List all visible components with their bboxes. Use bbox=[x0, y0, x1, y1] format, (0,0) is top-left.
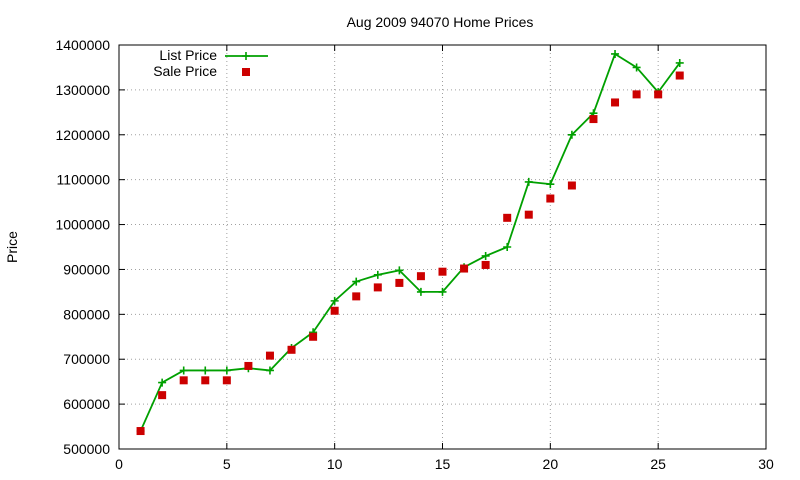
list-price-point bbox=[179, 366, 188, 375]
list-price-point bbox=[395, 266, 404, 275]
sale-price-point bbox=[352, 292, 361, 301]
sale-price-point bbox=[654, 90, 663, 99]
list-price-point bbox=[265, 366, 274, 375]
sale-price-point bbox=[675, 71, 684, 80]
sale-price-point bbox=[438, 267, 447, 276]
x-tick-label: 25 bbox=[650, 456, 666, 472]
y-tick-label: 500000 bbox=[63, 441, 110, 457]
sale-price-point bbox=[222, 376, 231, 385]
list-price-point bbox=[158, 378, 167, 387]
sale-price-point bbox=[395, 278, 404, 287]
y-tick-label: 1100000 bbox=[57, 172, 111, 188]
list-price-point bbox=[567, 130, 576, 139]
y-tick-label: 1000000 bbox=[55, 217, 110, 233]
sale-price-point bbox=[158, 391, 167, 400]
sale-price-point bbox=[632, 90, 641, 99]
y-tick-labels: 500000 600000 700000 800000 900000 1000000 110… bbox=[55, 37, 110, 457]
sale-price-point bbox=[136, 427, 145, 436]
axis-ticks bbox=[118, 44, 767, 450]
x-tick-label: 15 bbox=[435, 456, 451, 472]
sale-price-point bbox=[265, 351, 274, 360]
legend-marker-sale-price bbox=[242, 68, 250, 76]
list-price-point bbox=[373, 270, 382, 279]
sale-price-point bbox=[309, 332, 318, 341]
sale-price-point bbox=[373, 283, 382, 292]
list-price-point bbox=[503, 243, 512, 251]
sale-price-point bbox=[460, 264, 469, 273]
y-tick-label: 1300000 bbox=[55, 82, 110, 98]
sale-price-point bbox=[330, 306, 339, 315]
sale-price-point bbox=[524, 210, 533, 219]
series-layer bbox=[136, 49, 684, 436]
x-tick-label: 30 bbox=[758, 456, 774, 472]
list-price-point bbox=[201, 366, 210, 375]
y-tick-label: 600000 bbox=[63, 396, 110, 412]
sale-price-point bbox=[416, 272, 425, 281]
x-tick-label: 20 bbox=[543, 456, 559, 472]
sale-price-point bbox=[179, 376, 188, 385]
list-price-point bbox=[330, 296, 339, 305]
legend: List Price Sale Price bbox=[153, 47, 268, 79]
list-price-point bbox=[352, 277, 361, 286]
y-tick-label: 800000 bbox=[63, 306, 110, 322]
x-tick-labels: 0 5 10 15 20 25 30 bbox=[115, 456, 774, 472]
y-tick-label: 900000 bbox=[63, 261, 110, 277]
y-tick-label: 1200000 bbox=[55, 127, 110, 143]
x-tick-label: 5 bbox=[223, 456, 231, 472]
y-axis-label: Price bbox=[4, 231, 20, 263]
sale-price-point bbox=[201, 376, 210, 385]
list-price-point bbox=[481, 251, 490, 260]
x-tick-label: 0 bbox=[115, 456, 123, 472]
list-price-point bbox=[222, 366, 231, 375]
list-price-point bbox=[632, 63, 641, 72]
legend-label-list-price: List Price bbox=[159, 47, 217, 63]
list-price-point bbox=[438, 287, 447, 296]
list-price-point bbox=[416, 287, 425, 296]
sale-price-point bbox=[567, 181, 576, 190]
sale-price-point bbox=[589, 115, 598, 124]
x-tick-label: 10 bbox=[327, 456, 343, 472]
sale-price-point bbox=[611, 98, 620, 107]
sale-price-point bbox=[481, 260, 490, 269]
sale-price-point bbox=[503, 213, 512, 222]
list-price-point bbox=[675, 58, 684, 67]
y-tick-label: 700000 bbox=[63, 351, 110, 367]
chart-title: Aug 2009 94070 Home Prices bbox=[347, 14, 534, 30]
sale-price-point bbox=[287, 345, 296, 354]
list-price-point bbox=[524, 177, 533, 186]
y-tick-label: 1400000 bbox=[55, 37, 110, 53]
list-price-point bbox=[611, 49, 620, 58]
grid-lines bbox=[119, 45, 766, 449]
legend-label-sale-price: Sale Price bbox=[153, 63, 217, 79]
sale-price-point bbox=[244, 361, 253, 370]
legend-marker-list-price bbox=[242, 52, 250, 60]
list-price-line bbox=[139, 53, 681, 432]
list-price-point bbox=[546, 180, 555, 189]
sale-price-point bbox=[546, 194, 555, 203]
